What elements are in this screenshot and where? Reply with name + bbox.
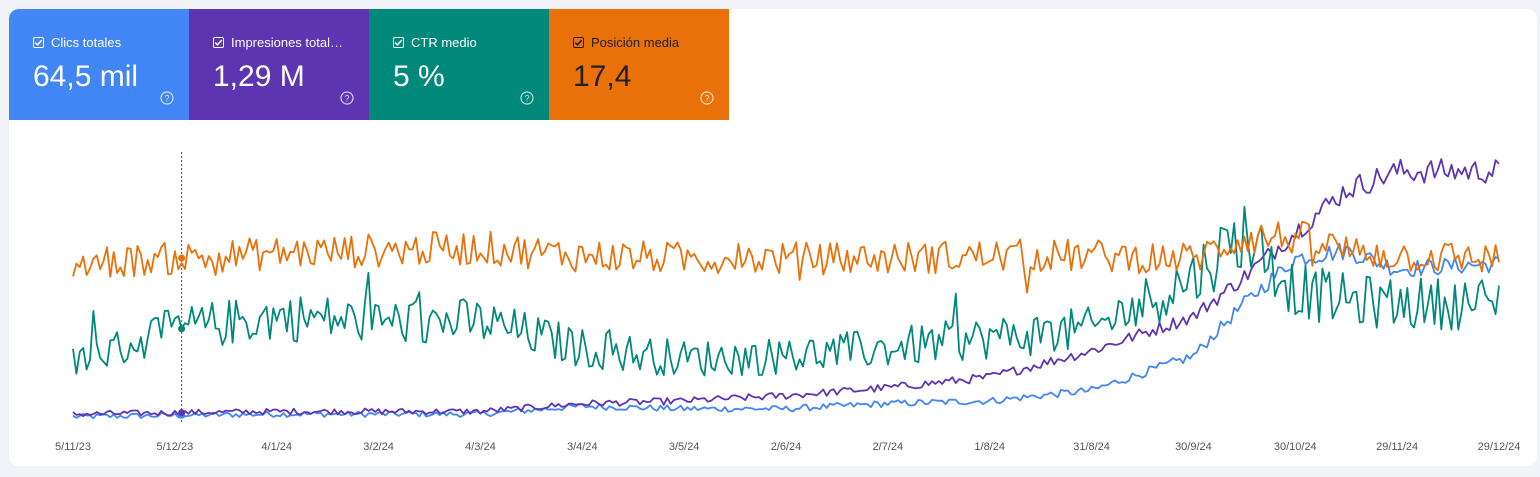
x-tick-label: 30/9/24 (1175, 441, 1212, 453)
hover-marker-2 (178, 409, 186, 417)
x-tick-label: 2/6/24 (771, 441, 802, 453)
help-circle-icon[interactable]: ? (700, 91, 714, 105)
metric-clicks-value: 64,5 mil (33, 60, 139, 93)
performance-line-chart[interactable]: 5/11/23 5/12/23 4/1/24 3/2/24 4/3/24 3/4/24 3/… (9, 120, 1537, 466)
series-line-4 (72, 220, 1500, 294)
svg-text:?: ? (344, 94, 349, 104)
metric-position-header: Posición media (573, 35, 679, 50)
svg-text:?: ? (164, 94, 169, 104)
x-axis-ticks: 5/11/23 5/12/23 4/1/24 3/2/24 4/3/24 3/4/24 3/… (55, 441, 1520, 453)
metric-ctr[interactable]: CTR medio 5 % ? (369, 9, 549, 120)
help-circle-icon[interactable]: ? (160, 91, 174, 105)
hover-markers (178, 254, 186, 419)
x-tick-label: 4/1/24 (261, 441, 292, 453)
metric-impressions-value: 1,29 M (213, 60, 305, 93)
x-tick-label: 29/12/24 (1478, 441, 1521, 453)
x-tick-label: 30/10/24 (1274, 441, 1317, 453)
x-tick-label: 2/7/24 (873, 441, 904, 453)
checkbox-icon[interactable] (33, 37, 44, 48)
checkbox-icon[interactable] (213, 37, 224, 48)
metric-ctr-value: 5 % (393, 60, 445, 93)
x-tick-label: 5/12/23 (157, 441, 194, 453)
x-tick-label: 5/11/23 (55, 441, 91, 453)
x-tick-label: 3/5/24 (669, 441, 700, 453)
hover-marker-3 (178, 325, 186, 333)
metric-position-label: Posición media (591, 35, 680, 50)
x-tick-label: 29/11/24 (1376, 441, 1418, 453)
metric-position-value: 17,4 (573, 60, 632, 93)
metric-ctr-label: CTR medio (411, 35, 477, 50)
metric-ctr-header: CTR medio (393, 35, 477, 50)
metric-impressions-header: Impresiones total… (213, 35, 343, 50)
series-line-3 (72, 206, 1500, 377)
checkbox-icon[interactable] (573, 37, 584, 48)
hover-marker-4 (178, 254, 186, 262)
series-layer (72, 158, 1500, 420)
svg-text:?: ? (704, 94, 709, 104)
x-tick-label: 31/8/24 (1073, 441, 1110, 453)
metric-clicks-header: Clics totales (33, 35, 121, 50)
x-tick-label: 3/2/24 (363, 441, 394, 453)
checkbox-icon[interactable] (393, 37, 404, 48)
svg-text:?: ? (524, 94, 529, 104)
metric-impressions[interactable]: Impresiones total… 1,29 M ? (189, 9, 369, 120)
x-tick-label: 1/8/24 (974, 441, 1005, 453)
metric-impressions-label: Impresiones total… (231, 35, 343, 50)
metric-position[interactable]: Posición media 17,4 ? (549, 9, 729, 120)
performance-card: Clics totales 64,5 mil ? Impresiones tot… (9, 9, 1537, 466)
series-line-2 (72, 158, 1500, 417)
x-tick-label: 4/3/24 (465, 441, 496, 453)
metric-tabs: Clics totales 64,5 mil ? Impresiones tot… (9, 9, 729, 120)
x-tick-label: 3/4/24 (567, 441, 598, 453)
help-circle-icon[interactable]: ? (340, 91, 354, 105)
metric-clicks-label: Clics totales (51, 35, 122, 50)
help-circle-icon[interactable]: ? (520, 91, 534, 105)
metric-clicks[interactable]: Clics totales 64,5 mil ? (9, 9, 189, 120)
